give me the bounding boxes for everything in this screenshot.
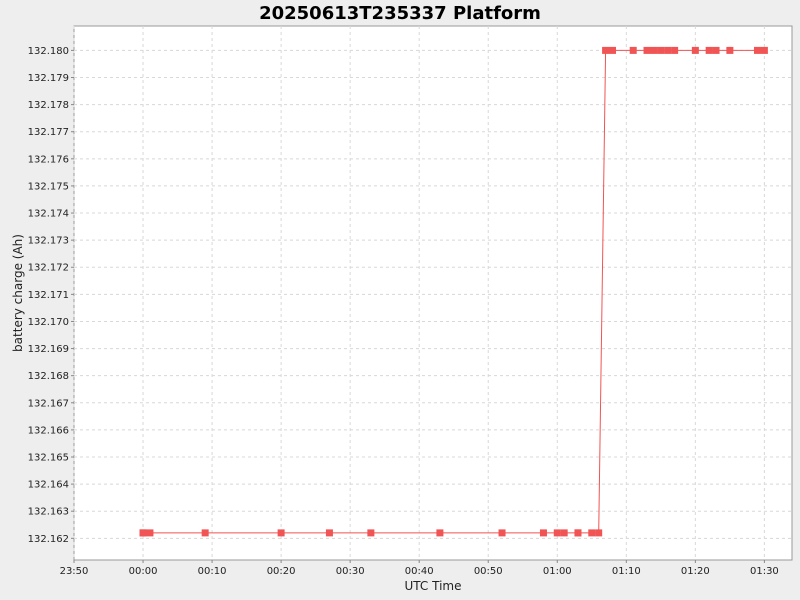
y-tick-label: 132.166	[28, 425, 69, 436]
data-point	[726, 46, 734, 54]
data-point	[277, 529, 285, 537]
chart-title: 20250613T235337 Platform	[259, 3, 541, 24]
y-tick-label: 132.168	[28, 371, 69, 382]
plot-area	[73, 25, 793, 561]
data-point	[650, 46, 658, 54]
data-point	[629, 46, 637, 54]
y-tick-label: 132.172	[28, 263, 69, 274]
data-point	[705, 46, 713, 54]
y-tick-label: 132.178	[28, 100, 69, 111]
data-point	[609, 46, 616, 54]
x-tick-label: 01:20	[681, 566, 710, 577]
series-line	[143, 49, 765, 534]
y-tick-label: 132.162	[28, 534, 69, 545]
y-axis-ticks: 132.180 132.179 132.178 132.177 132.176 132.1…	[28, 46, 74, 545]
y-tick-label: 132.165	[28, 452, 69, 463]
data-point	[657, 46, 665, 54]
data-point	[553, 529, 561, 537]
data-point	[760, 46, 768, 54]
x-tick-label: 00:20	[267, 566, 296, 577]
data-point	[595, 529, 603, 537]
data-point	[664, 46, 672, 54]
data-point	[712, 46, 720, 54]
y-tick-label: 132.174	[28, 209, 69, 220]
x-axis-ticks: 23:50 00:00 00:10 00:20 00:30 00:40 00:50 01:00…	[60, 560, 779, 577]
y-tick-label: 132.163	[28, 507, 69, 518]
data-point	[146, 529, 154, 537]
data-point	[139, 529, 147, 537]
x-tick-label: 00:00	[129, 566, 158, 577]
data-point	[691, 46, 699, 54]
data-point	[602, 46, 610, 54]
y-tick-label: 132.175	[28, 181, 69, 192]
y-tick-label: 132.179	[28, 73, 69, 84]
data-point	[201, 529, 209, 537]
x-tick-label: 00:10	[198, 566, 227, 577]
x-tick-label: 00:30	[336, 566, 365, 577]
grid	[73, 26, 792, 560]
data-point	[574, 529, 582, 537]
data-point	[325, 529, 333, 537]
data-point	[436, 529, 444, 537]
y-tick-label: 132.177	[28, 127, 69, 138]
y-tick-label: 132.180	[28, 46, 69, 57]
data-point	[498, 529, 506, 537]
data-point	[643, 46, 651, 54]
data-point	[588, 529, 596, 537]
series	[139, 46, 768, 537]
y-tick-label: 132.164	[28, 480, 69, 491]
data-point	[753, 46, 761, 54]
data-point	[560, 529, 568, 537]
x-tick-label: 01:10	[612, 566, 641, 577]
x-axis-label: UTC Time	[405, 579, 462, 593]
x-tick-label: 00:40	[405, 566, 434, 577]
x-tick-label: 01:00	[543, 566, 572, 577]
y-axis-label: battery charge (Ah)	[11, 234, 25, 352]
x-tick-label: 01:30	[750, 566, 779, 577]
data-point	[539, 529, 547, 537]
y-tick-label: 132.170	[28, 317, 69, 328]
y-tick-label: 132.167	[28, 398, 69, 409]
y-tick-label: 132.173	[28, 236, 69, 247]
y-tick-label: 132.171	[28, 290, 69, 301]
data-point	[671, 46, 679, 54]
data-point	[367, 529, 375, 537]
y-tick-label: 132.176	[28, 154, 69, 165]
y-tick-label: 132.169	[28, 344, 69, 355]
x-tick-label: 00:50	[474, 566, 503, 577]
x-tick-label: 23:50	[60, 566, 89, 577]
